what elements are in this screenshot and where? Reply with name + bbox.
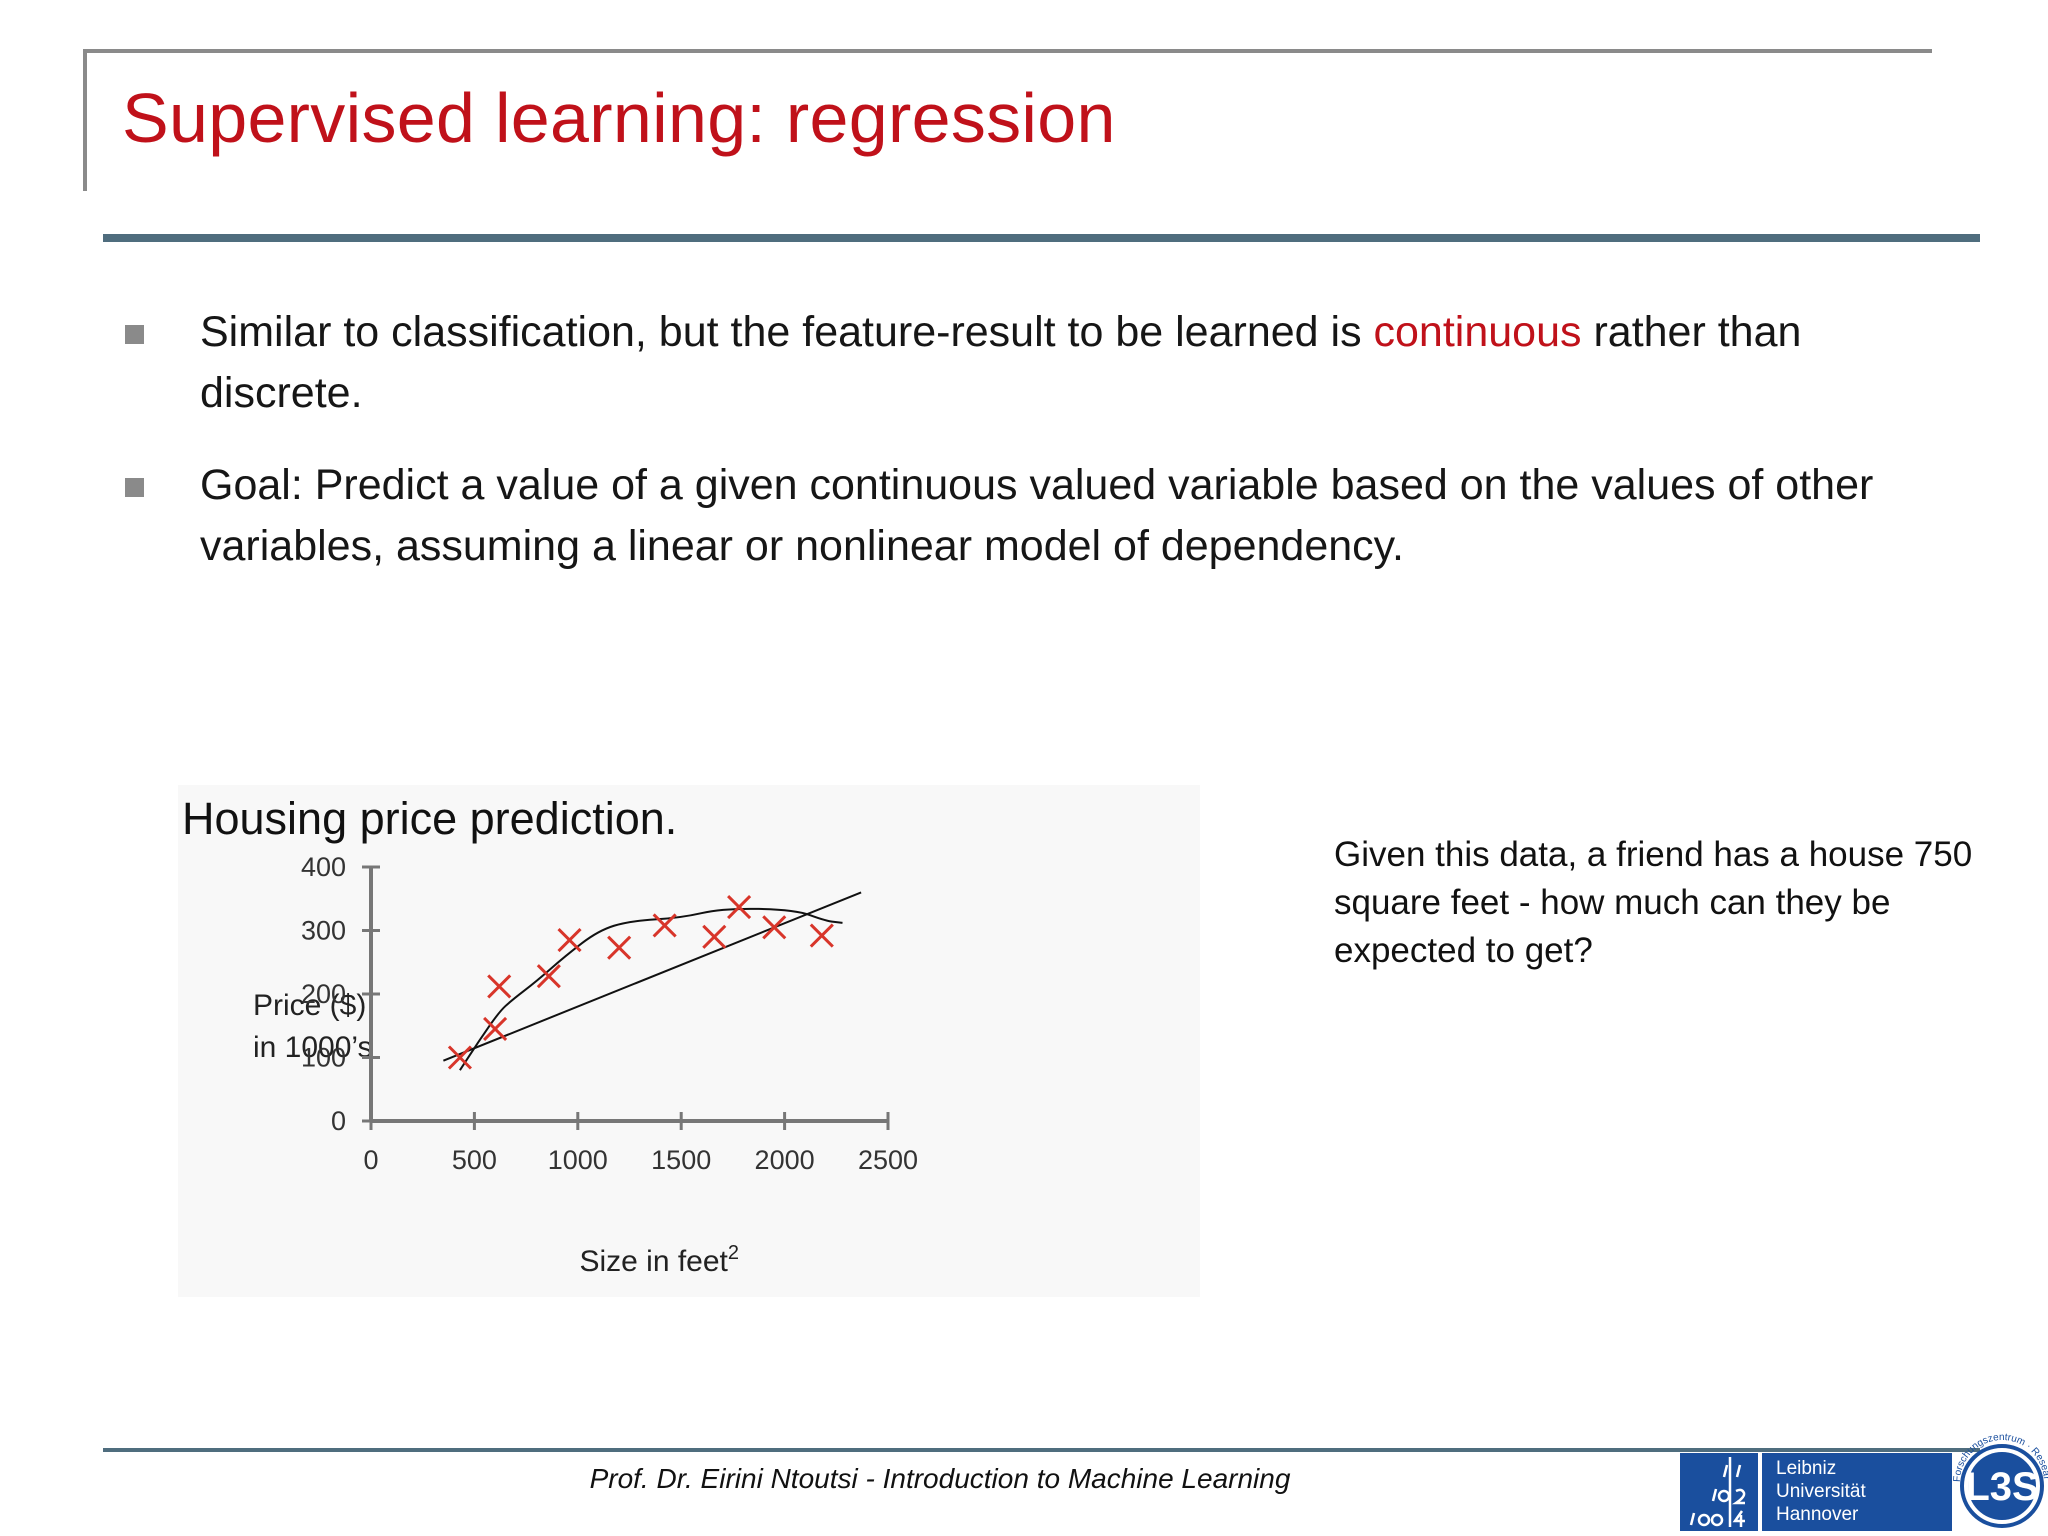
x-axis-label-superscript: 2 [728, 1242, 739, 1264]
data-point-marker [557, 927, 582, 953]
x-tick-label: 1000 [548, 1145, 608, 1175]
y-axis-label-line-1: Price ($) [253, 989, 366, 1022]
chart-axes: 0 500 1000 1500 2000 2500 0 100 200 300 400 [301, 852, 918, 1175]
bullet-text-after: rather than discrete. [200, 308, 1802, 417]
square-bullet-icon [125, 325, 144, 344]
x-tick-label: 1500 [651, 1145, 711, 1175]
data-point-marker [809, 923, 834, 948]
luh-emblem-icon [1689, 1457, 1746, 1527]
data-point-marker [652, 913, 677, 938]
data-point-marker [727, 894, 752, 920]
y-axis-label-line-2: in 1000’s [253, 1031, 373, 1064]
marker-stroke [447, 1045, 472, 1070]
marker-stroke [607, 935, 632, 960]
slide-title: Supervised learning: regression [122, 79, 1116, 157]
y-tick-label: 100 [301, 1043, 346, 1073]
bullet-text-before: Similar to classification, but the featu… [200, 308, 1374, 356]
y-tick-label: 300 [301, 916, 346, 946]
y-tick-label: 200 [301, 979, 346, 1009]
highlight-continuous: continuous [1373, 308, 1582, 356]
marker-stroke [809, 923, 834, 948]
marker-stroke [536, 964, 561, 989]
data-point-marker [483, 1016, 508, 1041]
l3s-logo-icon: L3S Forschungszentrum · Research Center [1946, 1420, 2048, 1528]
marker-stroke [727, 894, 752, 920]
bullet-item: Similar to classification, but the featu… [125, 302, 1925, 424]
luh-logo-line-2: Universität [1776, 1481, 1866, 1502]
x-axis-label-text: Size in feet [579, 1245, 728, 1278]
x-tick-label: 500 [452, 1145, 497, 1175]
bullet-text: Similar to classification, but the featu… [200, 302, 1925, 424]
data-point-marker [447, 1045, 472, 1070]
x-axis-label: Size in feet2 [579, 1242, 739, 1278]
square-bullet-icon [125, 478, 144, 497]
luh-logo-line-3: Hannover [1776, 1504, 1859, 1525]
x-tick-label: 2500 [858, 1145, 918, 1175]
y-tick-label: 400 [301, 852, 346, 882]
bullet-text: Goal: Predict a value of a given continu… [200, 461, 1874, 570]
marker-stroke [483, 1016, 508, 1041]
luh-logo-line-1: Leibniz [1776, 1458, 1837, 1479]
marker-stroke [762, 915, 787, 940]
x-tick-label: 2000 [755, 1145, 815, 1175]
data-point-marker [607, 935, 632, 960]
luh-logo-icon [1680, 1453, 1758, 1531]
l3s-logo-text: L3S [1965, 1465, 2038, 1509]
nonlinear-fit-curve [459, 907, 843, 1071]
data-point-marker [536, 964, 561, 989]
x-tick-label: 0 [363, 1145, 378, 1175]
data-point-marker [702, 924, 727, 949]
question-text: Given this data, a friend has a house 75… [1334, 835, 1973, 970]
bullet-item: Goal: Predict a value of a given continu… [125, 455, 1925, 577]
marker-stroke [487, 974, 512, 999]
marker-stroke [652, 913, 677, 938]
marker-stroke [557, 927, 582, 953]
fit-lines [443, 891, 862, 1071]
linear-fit-line [443, 891, 862, 1062]
title-frame [83, 49, 1932, 191]
luh-logo-text: Leibniz Universität Hannover [1762, 1453, 1952, 1531]
chart-title: Housing price prediction. [182, 793, 677, 844]
data-point-marker [762, 915, 787, 940]
title-divider [103, 234, 1980, 242]
footer-divider [103, 1448, 1980, 1452]
marker-stroke [702, 924, 727, 949]
footer-text: Prof. Dr. Eirini Ntoutsi - Introduction … [589, 1463, 1291, 1494]
housing-chart: Housing price prediction. Price ($) in 1… [178, 785, 1200, 1297]
chart-svg: Housing price prediction. Price ($) in 1… [182, 793, 918, 1278]
data-point-marker [487, 974, 512, 999]
data-points [447, 894, 834, 1070]
y-tick-label: 0 [331, 1106, 346, 1136]
